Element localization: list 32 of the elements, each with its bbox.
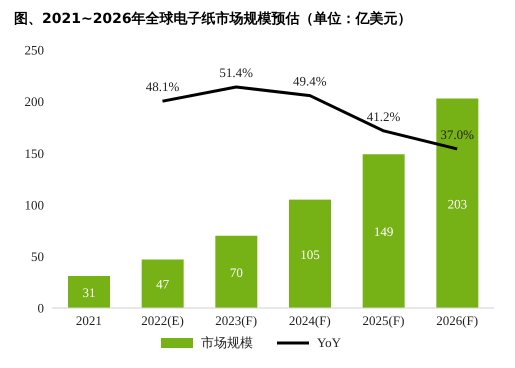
x-tick-label: 2022(E) (141, 313, 184, 328)
bar (142, 259, 184, 308)
data-label: 51.4% (219, 64, 254, 80)
chart-title: 图、2021~2026年全球电子纸市场规模预估（单位：亿美元） (13, 10, 413, 29)
data-label: 41.2% (366, 108, 400, 124)
data-label: 31 (82, 285, 96, 300)
data-label: 149 (374, 224, 394, 240)
y-tick-label: 0 (38, 300, 44, 316)
legend-label: 市场规模 (201, 334, 253, 352)
bar (215, 236, 258, 308)
data-label: 49.4% (293, 74, 327, 89)
y-tick-label: 150 (24, 146, 44, 161)
data-label: 105 (300, 246, 320, 262)
x-tick-label: 2021 (76, 313, 102, 328)
x-tick-label: 2025(F) (362, 313, 404, 328)
y-tick-label: 50 (31, 249, 44, 264)
x-tick-label: 2023(F) (215, 313, 258, 328)
data-label: 70 (230, 264, 243, 280)
y-tick-label: 200 (24, 94, 44, 110)
bar (436, 98, 478, 308)
bar (68, 276, 110, 308)
bar (289, 200, 331, 308)
bar (362, 154, 405, 308)
data-label: 37.0% (440, 126, 474, 142)
x-tick-label: 2026(F) (436, 313, 478, 328)
y-tick-label: 250 (24, 42, 44, 58)
y-tick-label: 100 (24, 197, 44, 212)
data-label: 203 (448, 196, 468, 212)
x-tick-label: 2024(F) (288, 313, 331, 328)
legend-label: YoY (317, 335, 341, 351)
data-label: 47 (156, 276, 170, 292)
data-label: 48.1% (146, 79, 180, 94)
